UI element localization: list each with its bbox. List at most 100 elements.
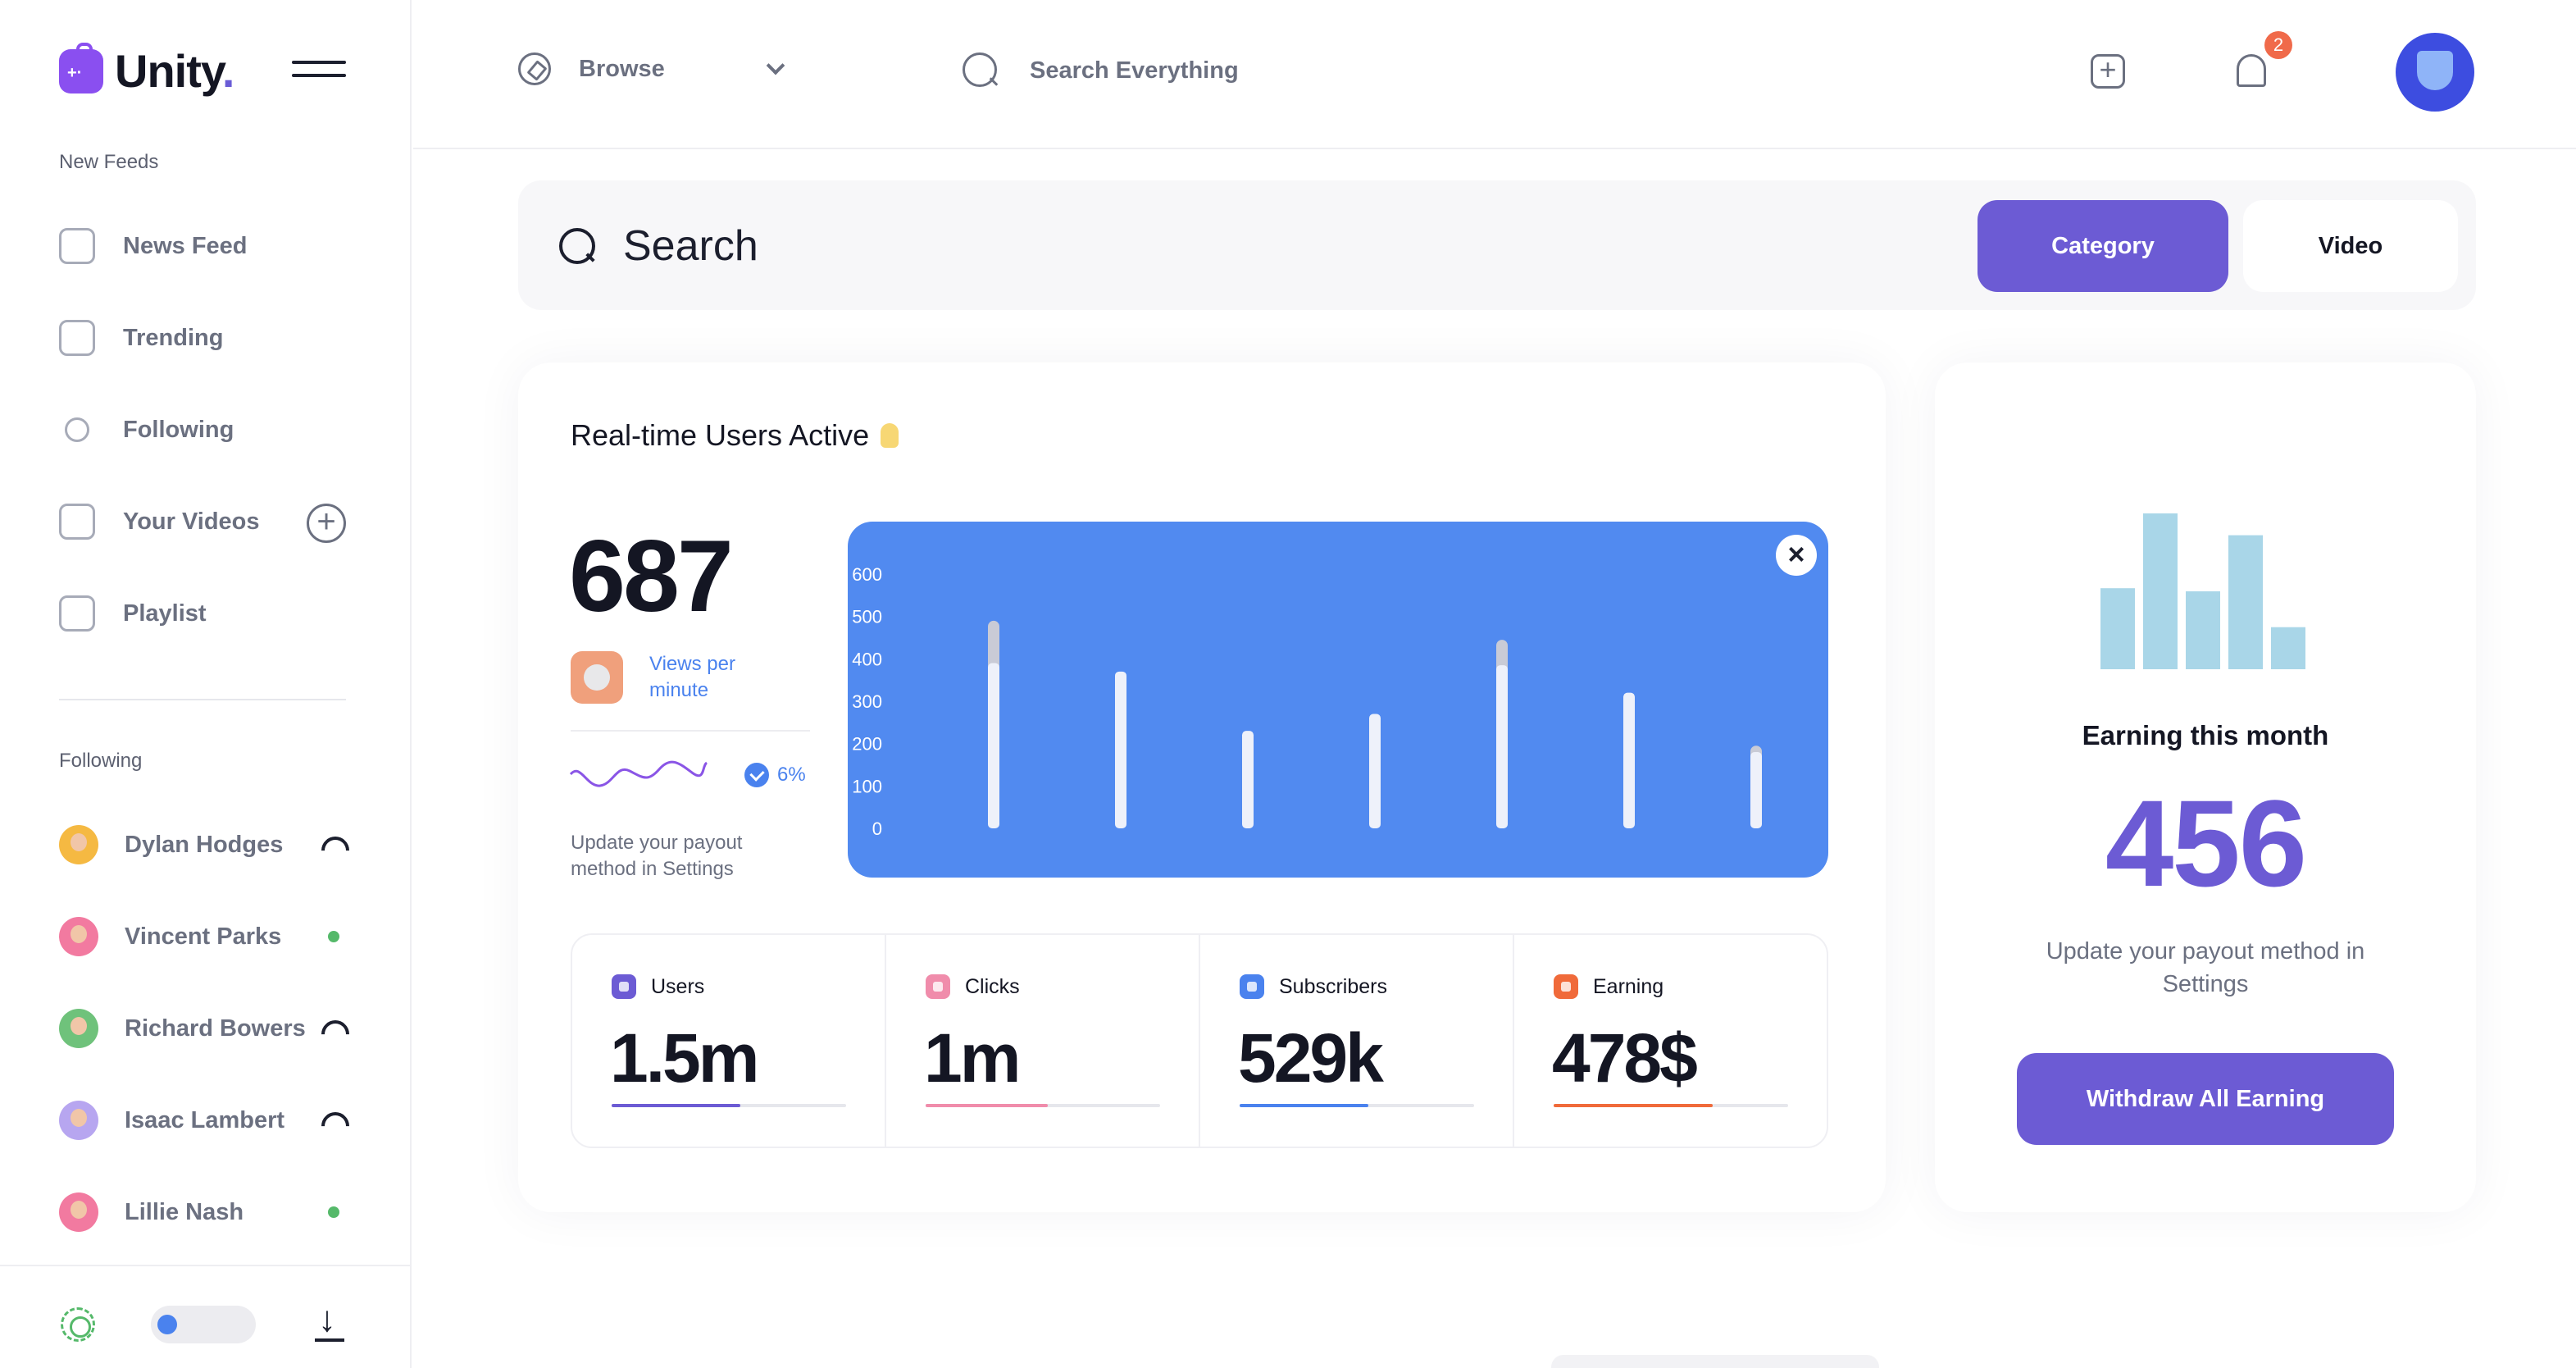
close-icon[interactable]: × [1776, 535, 1817, 576]
stat-progress-track [1240, 1104, 1474, 1107]
stat-icon [1240, 974, 1264, 999]
earning-card: Earning this month 456 Update your payou… [1935, 363, 2476, 1212]
following-name: Dylan Hodges [125, 831, 284, 858]
sidebar-item-your-videos[interactable]: Your Videos + [59, 497, 354, 546]
bell-icon[interactable] [2237, 54, 2266, 87]
following-item[interactable]: Dylan Hodges [59, 822, 346, 868]
change-value: 6% [777, 764, 806, 786]
stat-icon [1554, 974, 1578, 999]
earning-title: Earning this month [2082, 720, 2329, 750]
sidebar-item-label: Playlist [123, 600, 207, 627]
sidebar-item-playlist[interactable]: Playlist [59, 589, 354, 638]
stat-label-text: Clicks [965, 974, 1020, 998]
download-icon[interactable] [313, 1299, 346, 1342]
stat-users: Users 1.5m [572, 935, 886, 1147]
chart-bar[interactable] [1496, 665, 1508, 828]
y-tick-label: 200 [852, 734, 882, 755]
avatar [59, 917, 98, 956]
avatar [59, 1009, 98, 1048]
following-name: Isaac Lambert [125, 1106, 285, 1133]
chart-bar[interactable] [1115, 671, 1126, 828]
stat-label-text: Users [651, 974, 705, 998]
chart-bar[interactable] [1242, 731, 1254, 828]
sidebar-item-news-feed[interactable]: News Feed [59, 221, 354, 271]
add-video-icon[interactable]: + [307, 504, 346, 543]
users-chart-svg: 600 500 400 300 200 100 0 [852, 564, 1762, 839]
partial-element [1551, 1355, 1879, 1368]
live-signal-icon [321, 1112, 346, 1129]
stat-progress-fill [1240, 1104, 1369, 1107]
notification-badge: 2 [2264, 31, 2292, 59]
stat-progress-fill [1554, 1104, 1714, 1107]
active-users-value: 687 [569, 520, 734, 633]
top-bar: Browse Search Everything + 2 [413, 0, 2576, 149]
earning-mini-bar [2100, 588, 2135, 669]
video-button[interactable]: Video [2243, 200, 2458, 292]
sidebar-item-trending[interactable]: Trending [59, 313, 354, 363]
app-logo[interactable]: +· Unity. [59, 42, 234, 98]
stat-progress-track [926, 1104, 1160, 1107]
sidebar-item-following[interactable]: Following [59, 405, 354, 454]
sidebar: +· Unity. New Feeds News Feed Trending F… [0, 0, 412, 1368]
stat-progress-track [1554, 1104, 1788, 1107]
y-tick-label: 500 [852, 607, 882, 627]
user-icon [65, 417, 89, 442]
section-label-following: Following [59, 750, 143, 772]
search-bar: Search Category Video [518, 180, 2476, 310]
following-item[interactable]: Isaac Lambert [59, 1097, 346, 1143]
avatar [59, 1192, 98, 1232]
following-item[interactable]: Lillie Nash [59, 1189, 346, 1235]
earning-value: 456 [2105, 774, 2307, 912]
chart-bar[interactable] [988, 663, 999, 829]
menu-icon[interactable] [292, 61, 346, 82]
add-icon[interactable]: + [2091, 54, 2125, 89]
stat-label-text: Earning [1593, 974, 1664, 998]
sidebar-item-label: Your Videos [123, 508, 260, 535]
theme-toggle[interactable] [151, 1306, 256, 1343]
check-icon [744, 763, 769, 787]
section-label-new-feeds: New Feeds [59, 151, 159, 173]
chevron-down-icon [766, 56, 785, 75]
chart-bar[interactable] [1369, 714, 1381, 829]
avatar[interactable] [2396, 33, 2474, 112]
trending-icon [59, 320, 95, 356]
logo-text: Unity [115, 45, 223, 97]
sun-icon[interactable] [61, 1307, 95, 1342]
search-field[interactable]: Search [623, 222, 758, 270]
stat-label: Earning [1554, 974, 1663, 999]
earning-note: Update your payout method in Settings [2046, 938, 2365, 997]
payout-note: Update your payout method in Settings [571, 832, 743, 880]
top-search[interactable]: Search Everything [963, 52, 1239, 89]
playlist-icon [59, 595, 95, 632]
stat-icon [926, 974, 950, 999]
browse-dropdown[interactable]: Browse [518, 52, 785, 85]
views-icon [571, 651, 623, 704]
browse-label: Browse [579, 55, 665, 82]
stat-value: 1.5m [610, 1019, 759, 1097]
following-item[interactable]: Richard Bowers [59, 1005, 346, 1051]
chart-bar[interactable] [1750, 752, 1762, 828]
users-chart: 600 500 400 300 200 100 0 × [848, 522, 1828, 878]
gamepad-logo-icon: +· [59, 42, 103, 93]
y-tick-label: 0 [872, 819, 882, 839]
search-icon [963, 52, 999, 89]
change-indicator: 6% [744, 763, 806, 787]
search-input[interactable]: Search Everything [1030, 57, 1239, 84]
sidebar-footer [0, 1265, 412, 1368]
withdraw-button[interactable]: Withdraw All Earning [2017, 1053, 2394, 1145]
following-item[interactable]: Vincent Parks [59, 914, 346, 960]
stat-label: Users [612, 974, 704, 999]
views-label: Views per minute [649, 653, 735, 701]
stat-subscribers: Subscribers 529k [1200, 935, 1514, 1147]
stat-progress-fill [926, 1104, 1048, 1107]
live-signal-icon [321, 837, 346, 853]
earning-mini-bar [2186, 591, 2220, 669]
lightbulb-icon [881, 423, 899, 448]
divider [571, 730, 810, 732]
sidebar-item-label: News Feed [123, 232, 248, 259]
category-button[interactable]: Category [1978, 200, 2228, 292]
y-tick-label: 100 [852, 776, 882, 796]
chart-bar[interactable] [1623, 692, 1635, 828]
stat-label: Clicks [926, 974, 1020, 999]
stat-label-text: Subscribers [1279, 974, 1387, 998]
